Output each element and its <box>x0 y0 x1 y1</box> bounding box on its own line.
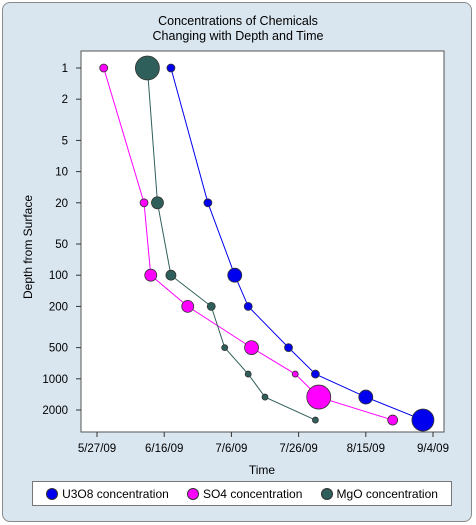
data-point <box>387 414 399 426</box>
y-tick-label: 1 <box>62 63 68 75</box>
legend-swatch <box>320 487 333 500</box>
data-point <box>311 416 319 424</box>
x-tick-label: 5/27/09 <box>78 443 116 455</box>
x-tick-label: 7/26/09 <box>279 443 317 455</box>
legend-item: U3O8 concentration <box>46 487 169 501</box>
data-point <box>244 370 252 378</box>
data-point <box>227 267 243 283</box>
series-line-0 <box>170 67 424 421</box>
legend-swatch <box>186 487 199 500</box>
y-tick-label: 50 <box>55 239 68 251</box>
data-point <box>144 268 158 282</box>
data-point <box>261 393 269 401</box>
legend: U3O8 concentration SO4 concentration MgO c… <box>32 481 452 506</box>
y-tick-label: 2 <box>62 94 68 106</box>
y-axis-ticks: 1 2 5 10 20 50 100 200 500 1000 2000 <box>42 63 81 417</box>
legend-item: MgO concentration <box>320 486 438 501</box>
y-tick-label: 10 <box>55 167 68 179</box>
y-tick-label: 200 <box>49 301 68 313</box>
data-point <box>166 63 176 73</box>
data-point <box>243 301 253 311</box>
y-tick-label: 2000 <box>42 405 68 417</box>
legend-swatch <box>46 487 59 500</box>
y-tick-label: 1000 <box>42 374 68 386</box>
plot-area <box>80 50 445 433</box>
legend-label: MgO concentration <box>336 486 438 501</box>
x-axis-label: Time <box>249 463 276 477</box>
chart-title-line-1: Concentrations of Chemicals <box>158 14 318 28</box>
data-point <box>358 389 374 405</box>
y-axis-label: Depth from Surface <box>21 195 35 299</box>
chart-title-line-2: Changing with Depth and Time <box>153 29 324 43</box>
legend-item: SO4 concentration <box>186 486 303 501</box>
legend-label: SO4 concentration <box>202 486 303 501</box>
y-tick-label: 100 <box>49 270 68 282</box>
x-axis-ticks: 5/27/09 6/16/09 7/6/09 7/26/09 8/15/09 9/4/09 <box>78 432 449 455</box>
data-point <box>165 269 177 281</box>
x-tick-label: 9/4/09 <box>417 443 449 455</box>
data-point <box>99 63 109 73</box>
legend-label: U3O8 concentration <box>62 486 169 501</box>
data-point <box>206 301 216 311</box>
y-tick-label: 500 <box>49 343 68 355</box>
data-point <box>181 299 195 313</box>
data-point <box>411 408 435 432</box>
y-tick-label: 20 <box>55 198 68 210</box>
y-tick-label: 5 <box>62 135 68 147</box>
data-point <box>221 344 229 352</box>
data-point <box>151 196 164 210</box>
data-point <box>291 370 299 378</box>
series-line-2 <box>146 67 316 421</box>
data-point <box>306 384 332 410</box>
data-point <box>244 340 259 356</box>
data-point <box>284 343 293 353</box>
series-layer <box>99 55 435 432</box>
x-tick-label: 8/15/09 <box>347 443 385 455</box>
data-point <box>134 55 160 81</box>
data-point <box>139 198 149 208</box>
x-tick-label: 6/16/09 <box>145 443 183 455</box>
x-tick-label: 7/6/09 <box>215 443 247 455</box>
data-point <box>203 198 213 208</box>
data-point <box>310 369 320 379</box>
